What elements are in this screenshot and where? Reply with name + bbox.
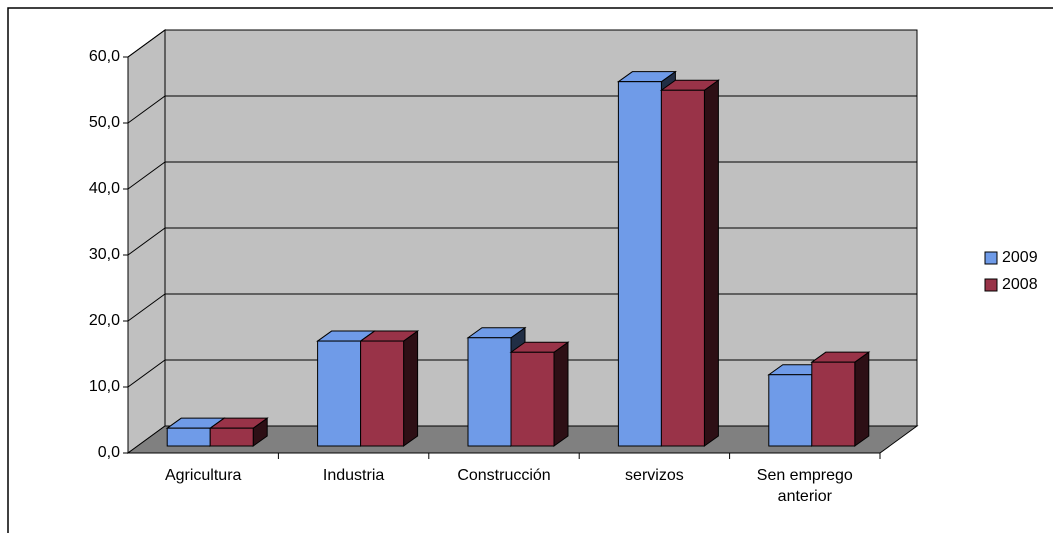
bar — [467, 337, 512, 447]
bar — [811, 361, 856, 447]
y-tick-label: 50,0 — [89, 114, 120, 131]
bar — [660, 89, 705, 447]
y-tick-label: 0,0 — [98, 444, 120, 461]
y-tick-label: 10,0 — [89, 378, 120, 395]
bar-side — [403, 330, 419, 447]
bar — [768, 374, 813, 447]
y-tick-label: 20,0 — [89, 312, 120, 329]
bar-side — [854, 351, 870, 447]
x-tick-label: Construcción — [457, 467, 551, 484]
y-tick-label: 60,0 — [89, 48, 120, 65]
bar — [617, 81, 662, 447]
bar — [166, 427, 211, 447]
y-tick-label: 30,0 — [89, 246, 120, 263]
legend-label: 2009 — [1002, 249, 1038, 266]
legend-swatch — [984, 278, 998, 292]
x-tick-label: Sen emprego anterior — [756, 467, 853, 505]
bar — [317, 340, 362, 447]
bar — [209, 427, 254, 447]
bar — [510, 351, 555, 447]
bar-side — [553, 341, 569, 447]
legend-label: 2008 — [1002, 276, 1038, 293]
y-tick-label: 40,0 — [89, 180, 120, 197]
x-tick-label: servizos — [625, 467, 684, 484]
grid-line — [127, 29, 917, 58]
x-tick-label: Industria — [322, 467, 385, 484]
x-tick-label: Agricultura — [164, 467, 242, 484]
bar — [360, 340, 405, 447]
legend-swatch — [984, 251, 998, 265]
bar-side — [703, 79, 719, 447]
